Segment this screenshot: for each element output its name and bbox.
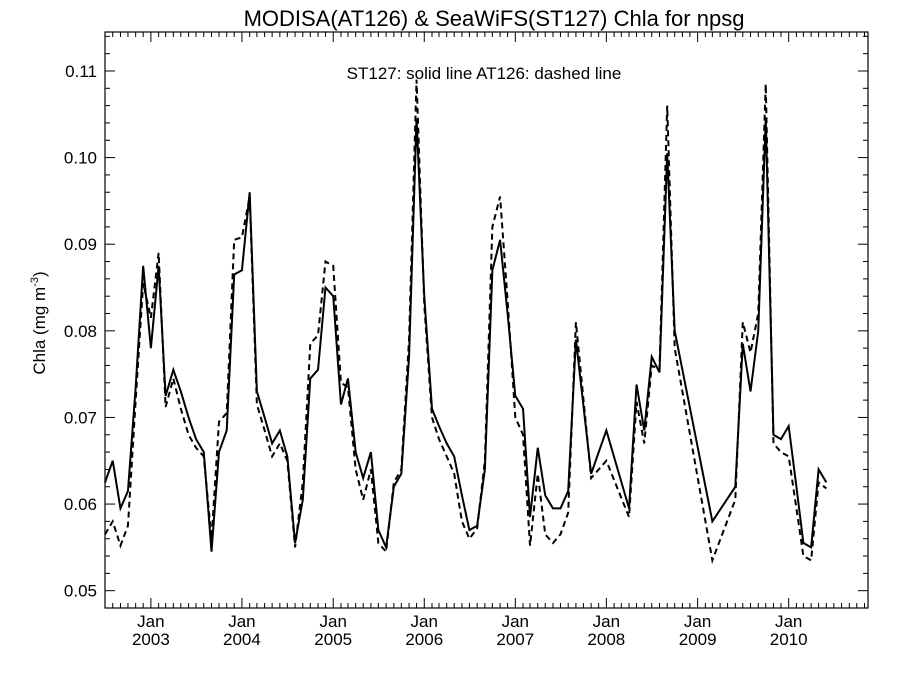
series-line-st127 (104, 118, 828, 552)
y-tick-label: 0.09 (64, 235, 97, 254)
x-axis: Jan2003Jan2004Jan2005Jan2006Jan2007Jan20… (104, 32, 866, 649)
y-tick-label: 0.07 (64, 408, 97, 427)
x-tick-label-month: Jan (502, 612, 529, 631)
x-tick-label-month: Jan (684, 612, 711, 631)
y-axis: 0.05 0.06 0.07 0.08 0.09 0.10 0.11 (64, 35, 868, 609)
chart-title: MODISA(AT126) & SeaWiFS(ST127) Chla for … (244, 6, 745, 31)
y-tick-label: 0.10 (64, 149, 97, 168)
x-tick-label-month: Jan (775, 612, 802, 631)
y-tick-label: 0.08 (64, 322, 97, 341)
y-axis-label-superscript: -3 (29, 277, 41, 287)
x-tick-label-year: 2006 (405, 630, 443, 649)
x-tick-label-month: Jan (593, 612, 620, 631)
x-tick-label-month: Jan (320, 612, 347, 631)
x-tick-label-year: 2009 (679, 630, 717, 649)
y-axis-label-main: Chla (mg m (30, 287, 49, 375)
plot-frame (104, 31, 869, 609)
x-tick-label-month: Jan (411, 612, 438, 631)
x-tick-label-month: Jan (228, 612, 255, 631)
series-line-at126 (104, 79, 827, 565)
y-tick-label: 0.06 (64, 495, 97, 514)
y-axis-label: Chla (mg m-3) (29, 271, 49, 374)
x-tick-label-year: 2007 (496, 630, 534, 649)
y-tick-label: 0.11 (65, 62, 97, 81)
x-tick-label-year: 2010 (770, 630, 808, 649)
x-tick-label-year: 2004 (223, 630, 261, 649)
x-tick-label-year: 2005 (314, 630, 352, 649)
x-tick-label-year: 2003 (132, 630, 170, 649)
y-tick-label: 0.05 (64, 582, 97, 601)
legend-annotation: ST127: solid line AT126: dashed line (347, 64, 622, 83)
series-layer (104, 79, 828, 565)
x-tick-label-year: 2008 (587, 630, 625, 649)
y-axis-label-close: ) (30, 271, 49, 277)
x-tick-label-month: Jan (137, 612, 164, 631)
